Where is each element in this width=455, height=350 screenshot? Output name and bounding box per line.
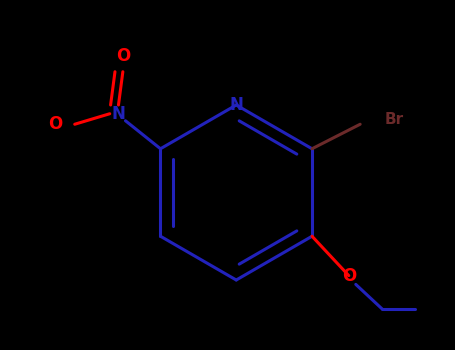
Text: O: O <box>116 47 130 65</box>
Text: N: N <box>111 105 126 123</box>
Text: Br: Br <box>384 112 404 127</box>
Text: N: N <box>229 96 243 114</box>
Text: O: O <box>48 115 63 133</box>
Text: O: O <box>342 267 356 285</box>
